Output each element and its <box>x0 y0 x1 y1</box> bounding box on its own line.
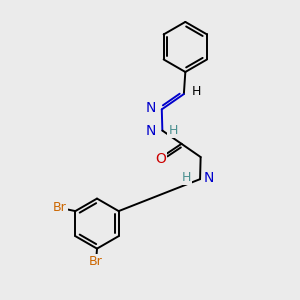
Text: H: H <box>182 171 191 184</box>
Text: N: N <box>146 124 156 138</box>
Text: N: N <box>204 171 214 185</box>
Text: Br: Br <box>53 201 67 214</box>
Text: H: H <box>168 124 178 137</box>
Text: N: N <box>146 101 157 115</box>
Text: O: O <box>155 152 166 166</box>
Text: H: H <box>191 85 201 98</box>
Text: Br: Br <box>89 254 102 268</box>
